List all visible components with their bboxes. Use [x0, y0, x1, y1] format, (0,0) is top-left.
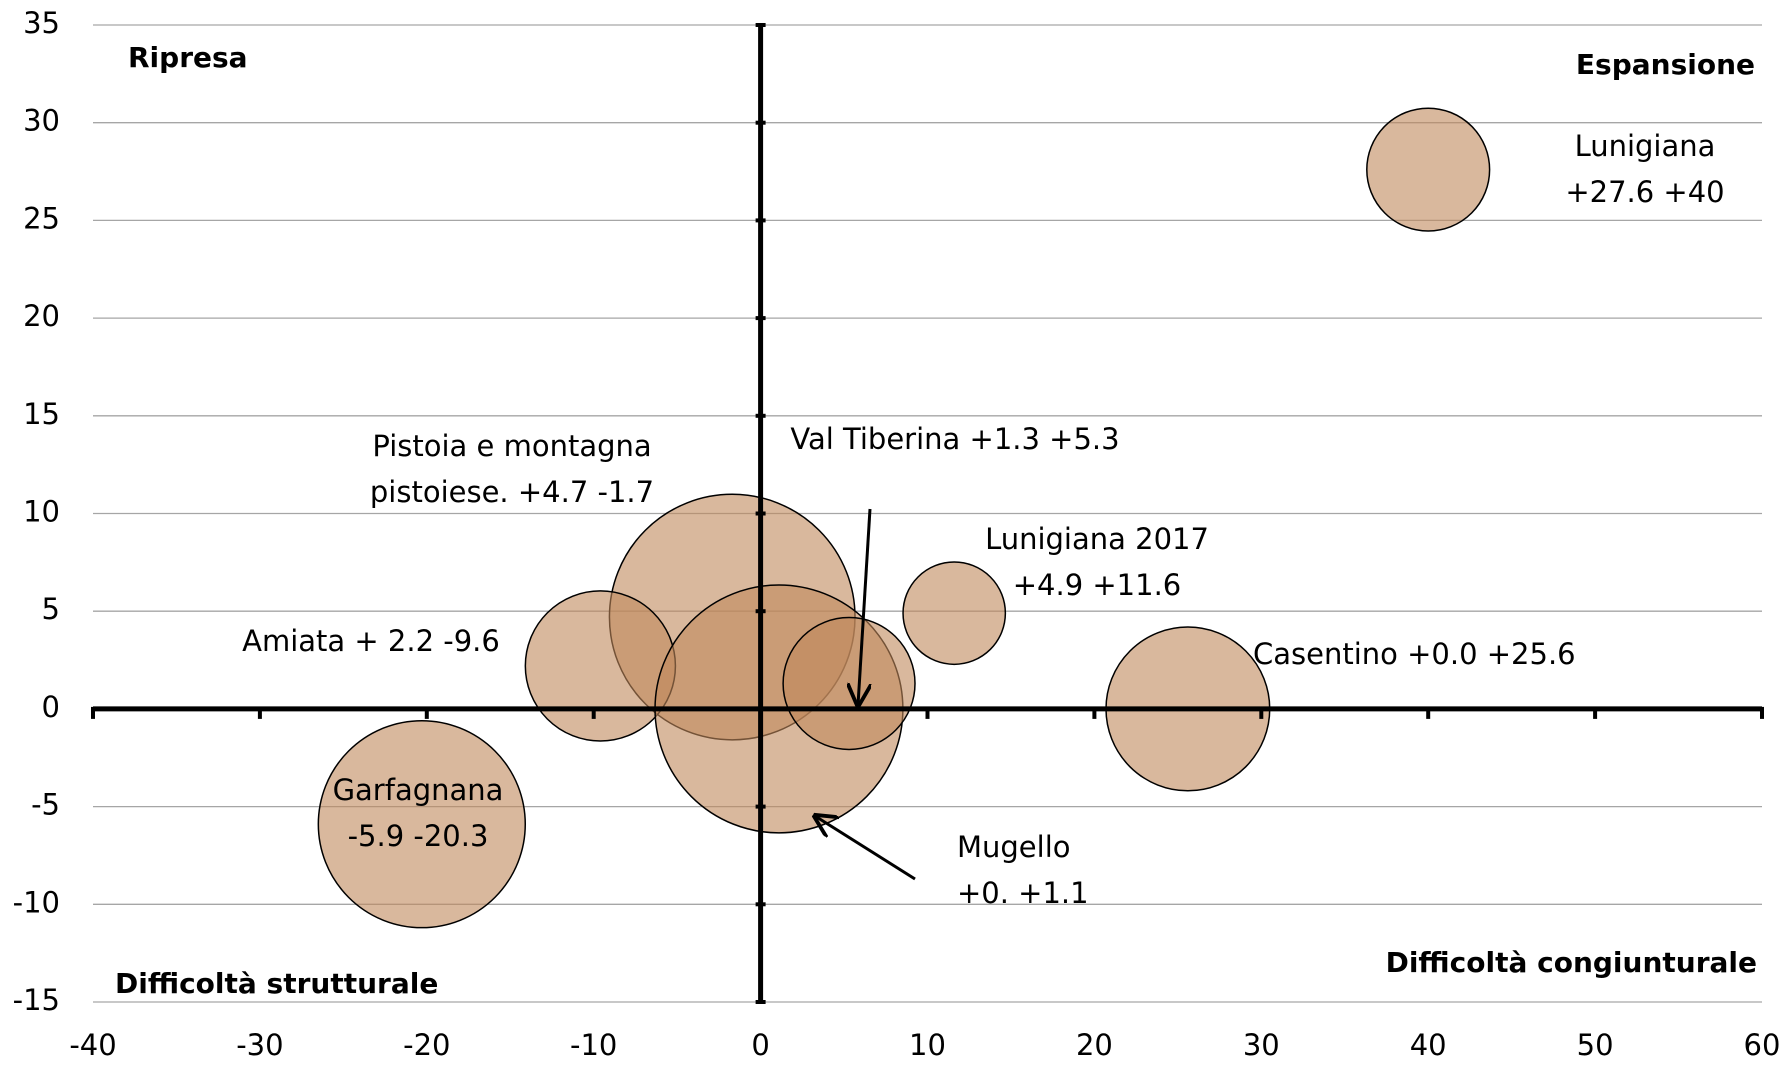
bubble: [782, 616, 916, 751]
annotation: Val Tiberina +1.3 +5.3: [790, 422, 1119, 456]
annotation: Lunigiana: [1575, 129, 1716, 163]
bubble: [317, 719, 527, 929]
x-tick-label: -40: [69, 1028, 116, 1062]
quadrant-label: Espansione: [1576, 48, 1755, 81]
bubble: [902, 561, 1007, 666]
x-tick-label: 60: [1744, 1028, 1781, 1062]
x-tick-label: -20: [403, 1028, 450, 1062]
quadrant-label: Difficoltà strutturale: [115, 967, 438, 1000]
y-tick-label: 30: [23, 104, 60, 138]
y-tick-label: 25: [23, 201, 60, 235]
y-tick-label: 15: [23, 397, 60, 431]
y-tick-label: 10: [23, 495, 60, 529]
x-tick-label: -10: [570, 1028, 617, 1062]
annotation: Lunigiana 2017: [985, 522, 1209, 556]
y-tick-label: -15: [13, 983, 60, 1017]
x-tick-label: -30: [236, 1028, 283, 1062]
x-tick-label: 20: [1076, 1028, 1113, 1062]
annotation: Casentino +0.0 +25.6: [1253, 637, 1576, 671]
annotation: Amiata + 2.2 -9.6: [242, 624, 500, 658]
annotation: +27.6 +40: [1565, 175, 1724, 209]
annotation: Pistoia e montagna: [372, 429, 651, 463]
bubble: [524, 590, 677, 742]
y-tick-label: 20: [23, 299, 60, 333]
y-tick-label: -5: [31, 788, 60, 822]
annotation: pistoiese. +4.7 -1.7: [370, 475, 654, 509]
y-tick-label: 5: [42, 592, 60, 626]
x-tick-label: 10: [909, 1028, 946, 1062]
annotation: Garfagnana: [333, 773, 504, 807]
arrow: [815, 816, 916, 881]
x-tick-label: 50: [1577, 1028, 1614, 1062]
x-tick-label: 0: [751, 1028, 769, 1062]
y-tick-label: 0: [42, 690, 60, 724]
y-tick-label: -10: [13, 885, 60, 919]
quadrant-label: Difficoltà congiunturale: [1386, 946, 1757, 979]
x-tick-label: 40: [1410, 1028, 1447, 1062]
x-tick-label: 30: [1243, 1028, 1280, 1062]
y-tick-label: 35: [23, 6, 60, 40]
bubble: [1366, 107, 1491, 232]
annotation: +4.9 +11.6: [1013, 568, 1182, 602]
quadrant-label: Ripresa: [128, 41, 248, 74]
labels: -15 -10 -5 0 5 10 15 20 25 30 35 -40 -30 -20 -10 0 10 20 3…: [13, 6, 1781, 1062]
annotation: +0. +1.1: [957, 876, 1089, 910]
axes: [91, 23, 1764, 1004]
annotation: -5.9 -20.3: [348, 819, 489, 853]
annotation: Mugello: [957, 830, 1071, 864]
arrow: [858, 508, 872, 705]
